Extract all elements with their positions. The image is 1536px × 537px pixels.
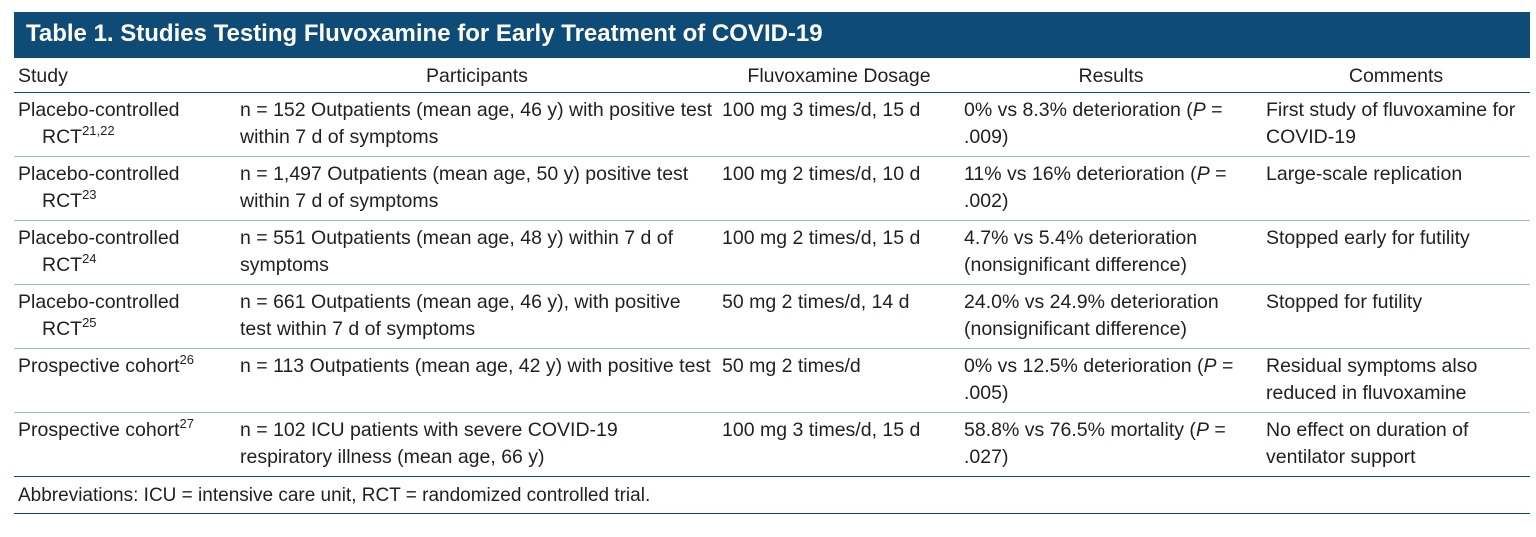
cell-text: Stopped for futility	[1266, 291, 1423, 313]
table-cell: 100 mg 2 times/d, 10 d	[718, 156, 960, 221]
cell-text: 0% vs 12.5% deterioration (	[964, 355, 1204, 377]
cell-text: n = 1,497 Outpatients (mean age, 50 y) p…	[240, 163, 689, 212]
reference-superscript: 27	[179, 416, 194, 431]
table-row: Placebo-controlled RCT23 n = 1,497 Outpat…	[14, 156, 1530, 221]
table-cell: 4.7% vs 5.4% deterioration (nonsignifica…	[960, 220, 1262, 285]
table-row: Placebo-controlled RCT21,22 n = 152 Outpa…	[14, 92, 1530, 157]
cell-text: Placebo-controlled RCT	[18, 99, 180, 148]
cell-text: Placebo-controlled RCT	[18, 163, 180, 212]
table-cell: Stopped early for futility	[1262, 220, 1530, 285]
cell-text: No effect on duration of ventilator supp…	[1266, 419, 1469, 468]
reference-superscript: 26	[179, 352, 194, 367]
table-cell: No effect on duration of ventilator supp…	[1262, 412, 1530, 477]
table-cell: Placebo-controlled RCT25	[14, 284, 236, 349]
cell-text: Placebo-controlled RCT	[18, 227, 180, 276]
table-cell: Large-scale replication	[1262, 156, 1530, 221]
reference-superscript: 25	[82, 315, 97, 330]
column-header: Comments	[1262, 62, 1530, 93]
table: Study Participants Fluvoxamine Dosage Resul…	[14, 62, 1530, 477]
cell-text: 50 mg 2 times/d, 14 d	[722, 291, 910, 313]
cell-text: Stopped early for futility	[1266, 227, 1470, 249]
cell-text: 100 mg 3 times/d, 15 d	[722, 419, 921, 441]
cell-text: Residual symptoms also reduced in fluvox…	[1266, 355, 1478, 404]
cell-text: = .002)	[964, 163, 1227, 212]
cell-text: Prospective cohort	[18, 355, 180, 377]
italic-text: P	[1192, 99, 1206, 121]
table-cell: n = 661 Outpatients (mean age, 46 y), wi…	[236, 284, 718, 349]
table-figure: Table 1. Studies Testing Fluvoxamine for…	[14, 12, 1530, 514]
table-cell: 24.0% vs 24.9% deterioration (nonsignifi…	[960, 284, 1262, 349]
cell-text: = .005)	[964, 355, 1234, 404]
table-body: Placebo-controlled RCT21,22 n = 152 Outpa…	[14, 92, 1530, 477]
table-cell: n = 113 Outpatients (mean age, 42 y) wit…	[236, 348, 718, 413]
table-row: Prospective cohort26 n = 113 Outpatients …	[14, 348, 1530, 413]
column-header: Participants	[236, 62, 718, 93]
table-cell: Prospective cohort27	[14, 412, 236, 477]
table-row: Placebo-controlled RCT24 n = 551 Outpatie…	[14, 220, 1530, 285]
cell-text: 100 mg 2 times/d, 15 d	[722, 227, 921, 249]
cell-text: n = 113 Outpatients (mean age, 42 y) wit…	[240, 355, 711, 377]
table-cell: 11% vs 16% deterioration (P = .002)	[960, 156, 1262, 221]
italic-text: P	[1196, 163, 1210, 185]
table-cell: 100 mg 2 times/d, 15 d	[718, 220, 960, 285]
table-row: Placebo-controlled RCT25 n = 661 Outpatie…	[14, 284, 1530, 349]
table-cell: Placebo-controlled RCT24	[14, 220, 236, 285]
cell-text: 100 mg 2 times/d, 10 d	[722, 163, 921, 185]
cell-text: n = 661 Outpatients (mean age, 46 y), wi…	[240, 291, 681, 340]
table-cell: Placebo-controlled RCT21,22	[14, 92, 236, 157]
italic-text: P	[1203, 355, 1217, 377]
table-cell: First study of fluvoxamine for COVID-19	[1262, 92, 1530, 157]
table-cell: Placebo-controlled RCT23	[14, 156, 236, 221]
table-cell: Residual symptoms also reduced in fluvox…	[1262, 348, 1530, 413]
column-header: Study	[14, 62, 236, 93]
column-header: Fluvoxamine Dosage	[718, 62, 960, 93]
cell-text: Prospective cohort	[18, 419, 180, 441]
table-cell: 0% vs 12.5% deterioration (P = .005)	[960, 348, 1262, 413]
header-row: Study Participants Fluvoxamine Dosage Resul…	[14, 62, 1530, 93]
table-cell: 100 mg 3 times/d, 15 d	[718, 92, 960, 157]
table-cell: Prospective cohort26	[14, 348, 236, 413]
table-cell: n = 152 Outpatients (mean age, 46 y) wit…	[236, 92, 718, 157]
table-cell: 50 mg 2 times/d	[718, 348, 960, 413]
table-cell: n = 1,497 Outpatients (mean age, 50 y) p…	[236, 156, 718, 221]
table-cell: 50 mg 2 times/d, 14 d	[718, 284, 960, 349]
cell-text: Large-scale replication	[1266, 163, 1463, 185]
cell-text: n = 152 Outpatients (mean age, 46 y) wit…	[240, 99, 713, 148]
cell-text: 50 mg 2 times/d	[722, 355, 861, 377]
cell-text: 4.7% vs 5.4% deterioration (nonsignifica…	[964, 227, 1198, 276]
cell-text: 0% vs 8.3% deterioration (	[964, 99, 1193, 121]
cell-text: = .009)	[964, 99, 1223, 148]
table-row: Prospective cohort27 n = 102 ICU patients…	[14, 412, 1530, 477]
cell-text: 58.8% vs 76.5% mortality (	[964, 419, 1196, 441]
cell-text: Placebo-controlled RCT	[18, 291, 180, 340]
italic-text: P	[1195, 419, 1209, 441]
cell-text: n = 551 Outpatients (mean age, 48 y) wit…	[240, 227, 674, 276]
cell-text: = .027)	[964, 419, 1226, 468]
cell-text: 24.0% vs 24.9% deterioration (nonsignifi…	[964, 291, 1219, 340]
cell-text: 100 mg 3 times/d, 15 d	[722, 99, 921, 121]
cell-text: 11% vs 16% deterioration (	[964, 163, 1197, 185]
table-cell: Stopped for futility	[1262, 284, 1530, 349]
column-header: Results	[960, 62, 1262, 93]
table-cell: n = 102 ICU patients with severe COVID-1…	[236, 412, 718, 477]
reference-superscript: 24	[82, 251, 97, 266]
reference-superscript: 21,22	[82, 123, 115, 138]
table-title: Table 1. Studies Testing Fluvoxamine for…	[14, 12, 1530, 58]
reference-superscript: 23	[82, 187, 97, 202]
table-cell: 0% vs 8.3% deterioration (P = .009)	[960, 92, 1262, 157]
footnote: Abbreviations: ICU = intensive care unit…	[14, 477, 1530, 514]
table-cell: 100 mg 3 times/d, 15 d	[718, 412, 960, 477]
cell-text: n = 102 ICU patients with severe COVID-1…	[240, 419, 618, 468]
table-cell: n = 551 Outpatients (mean age, 48 y) wit…	[236, 220, 718, 285]
cell-text: First study of fluvoxamine for COVID-19	[1266, 99, 1516, 148]
table-cell: 58.8% vs 76.5% mortality (P = .027)	[960, 412, 1262, 477]
